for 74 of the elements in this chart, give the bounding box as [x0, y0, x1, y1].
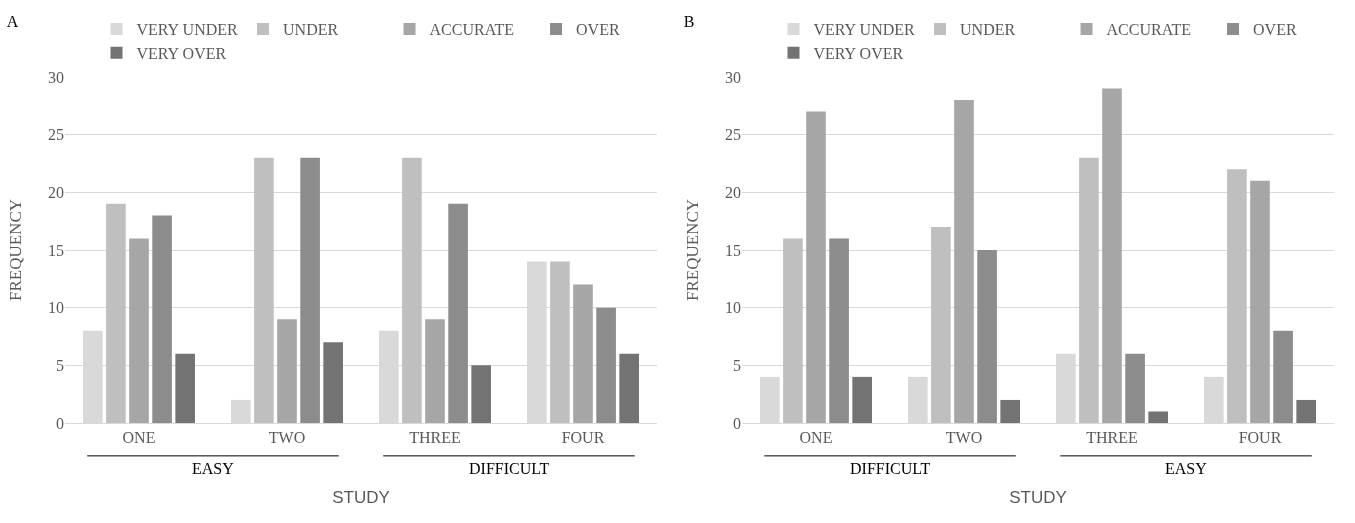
y-tick-label: 0: [56, 414, 64, 432]
bar: [1102, 88, 1122, 423]
bar: [550, 261, 570, 423]
bar: [402, 157, 422, 423]
x-tick-label: TWO: [268, 429, 306, 447]
x-axis-title: STUDY: [332, 487, 390, 507]
bar: [1000, 399, 1020, 423]
chart-title: A: [6, 12, 19, 30]
bar: [1273, 330, 1293, 423]
legend-label: UNDER: [960, 21, 1016, 39]
x-tick-label: THREE: [409, 429, 461, 447]
bar: [277, 319, 297, 423]
y-tick-label: 10: [725, 299, 741, 317]
legend-label: ACCURATE: [429, 21, 514, 39]
y-tick-label: 5: [733, 356, 741, 374]
bar: [471, 365, 491, 423]
text: EASY: [1165, 460, 1208, 477]
bar: [977, 250, 997, 423]
bar: [254, 157, 274, 423]
x-tick-label: ONE: [799, 429, 833, 447]
text: EASY: [192, 460, 235, 477]
bar: [323, 342, 343, 423]
bar: [1125, 353, 1145, 423]
x-tick-label: THREE: [1086, 429, 1138, 447]
x-tick-label: FOUR: [561, 429, 605, 447]
legend-label: VERY UNDER: [813, 21, 916, 39]
y-tick-label: 5: [56, 356, 64, 374]
x-tick-label: FOUR: [1238, 429, 1282, 447]
y-axis-title: FREQUENCY: [683, 198, 702, 302]
bar: [619, 353, 639, 423]
bar: [596, 307, 616, 423]
bar: [806, 111, 826, 423]
bar: [931, 226, 951, 423]
bar: [129, 238, 149, 423]
y-tick-label: 25: [48, 126, 64, 144]
text: DIFFICULT: [469, 460, 550, 477]
y-tick-label: 20: [48, 183, 64, 201]
y-tick-label: 30: [48, 68, 64, 86]
bar: [300, 157, 320, 423]
x-tick-label: ONE: [122, 429, 156, 447]
bar: [1227, 169, 1247, 423]
legend-label: VERY OVER: [136, 45, 227, 63]
bar: [175, 353, 195, 423]
bar: [1296, 399, 1316, 423]
x-tick-label: TWO: [945, 429, 983, 447]
y-tick-label: 30: [725, 68, 741, 86]
legend-label: OVER: [576, 21, 620, 39]
bar: [106, 203, 126, 423]
x-axis-title: STUDY: [1009, 487, 1067, 507]
bar: [852, 376, 872, 423]
bar: [573, 284, 593, 423]
legend-label: ACCURATE: [1106, 21, 1191, 39]
y-tick-label: 15: [48, 241, 64, 259]
bar: [829, 238, 849, 423]
legend-label: VERY UNDER: [136, 21, 239, 39]
y-tick-label: 10: [48, 299, 64, 317]
bar: [783, 238, 803, 423]
bar: [425, 319, 445, 423]
bar: [1079, 157, 1099, 423]
bar: [954, 100, 974, 423]
bar: [1250, 180, 1270, 423]
legend-label: UNDER: [283, 21, 339, 39]
y-tick-label: 25: [725, 126, 741, 144]
bar: [1148, 411, 1168, 423]
bar: [448, 203, 468, 423]
y-tick-label: 15: [725, 241, 741, 259]
legend-label: OVER: [1253, 21, 1297, 39]
y-tick-label: 0: [733, 414, 741, 432]
y-tick-label: 20: [725, 183, 741, 201]
bar: [152, 215, 172, 423]
legend-label: VERY OVER: [813, 45, 904, 63]
y-axis-title: FREQUENCY: [6, 198, 25, 302]
text: DIFFICULT: [850, 460, 931, 477]
chart-title: B: [683, 12, 695, 30]
